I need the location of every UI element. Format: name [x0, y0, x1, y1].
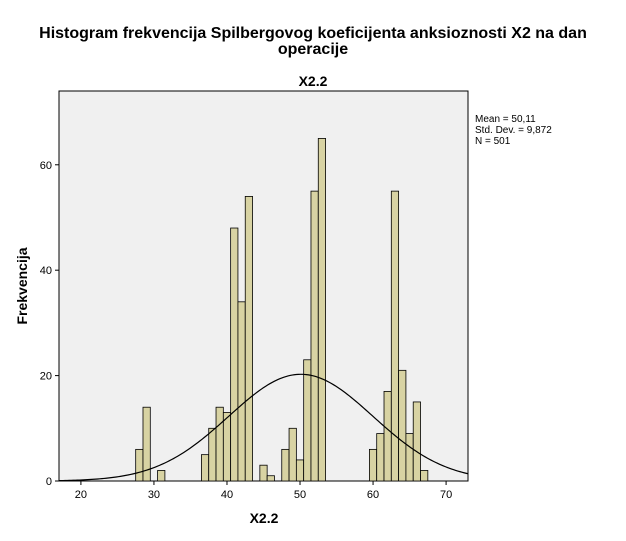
y-axis-label: Frekvencija: [14, 247, 30, 324]
histogram-bar-14: [295, 459, 305, 482]
y-axis-ticks: 0 20 40 60: [40, 160, 59, 488]
normal-curve: [58, 373, 469, 482]
histogram-bar-16: [310, 190, 319, 482]
histogram-bar-11: [266, 475, 275, 482]
x-axis-label: X2.2: [250, 510, 279, 526]
plot-area: [58, 90, 469, 482]
x-tick-label-60: 60: [367, 489, 379, 501]
histogram-bar-12: [281, 448, 290, 482]
histogram-bar-5: [215, 406, 224, 482]
histogram-bar-7: [230, 227, 239, 482]
chart-title-line-2: operacije: [278, 41, 348, 58]
histogram-bar-0: [135, 448, 144, 482]
stat-n: N = 501: [475, 136, 511, 147]
y-tick-label-20: 20: [40, 371, 52, 383]
histogram-bar-24: [412, 401, 421, 482]
histogram-bar-8: [237, 301, 246, 482]
x-tick-label-70: 70: [440, 489, 452, 501]
x-tick-label-40: 40: [221, 489, 233, 501]
histogram-bar-21: [390, 190, 400, 482]
histogram-bar-20: [383, 391, 392, 482]
chart-title-line-1: Histogram frekvencija Spilbergovog koefi…: [39, 25, 587, 42]
histogram-bar-19: [376, 433, 385, 482]
bars-group: [135, 138, 429, 482]
histogram-bar-6: [222, 412, 232, 482]
histogram-bar-23: [405, 433, 414, 482]
x-tick-label-20: 20: [75, 489, 87, 501]
y-tick-label-40: 40: [40, 265, 52, 277]
histogram-bar-1: [142, 406, 151, 482]
histogram-bar-3: [201, 454, 210, 482]
histogram-bar-15: [303, 359, 312, 482]
x-axis-ticks: 20 30 40 50 60 70: [75, 481, 452, 501]
histogram-bar-2: [157, 470, 166, 482]
histogram-bar-18: [369, 448, 378, 482]
histogram-bar-17: [317, 138, 326, 482]
stat-mean: Mean = 50,11: [475, 114, 536, 125]
histogram-bar-9: [244, 196, 253, 482]
histogram-bar-10: [259, 464, 268, 482]
x-tick-label-50: 50: [294, 489, 306, 501]
histogram-bar-25: [420, 470, 429, 482]
stat-std-dev: Std. Dev. = 9,872: [475, 125, 552, 136]
chart-subtitle: X2.2: [299, 73, 328, 89]
histogram-bar-4: [208, 427, 217, 482]
y-tick-label-60: 60: [40, 160, 52, 172]
x-tick-label-30: 30: [148, 489, 160, 501]
y-tick-label-0: 0: [46, 476, 52, 488]
histogram-bar-13: [288, 427, 297, 482]
histogram-bar-22: [398, 369, 407, 482]
